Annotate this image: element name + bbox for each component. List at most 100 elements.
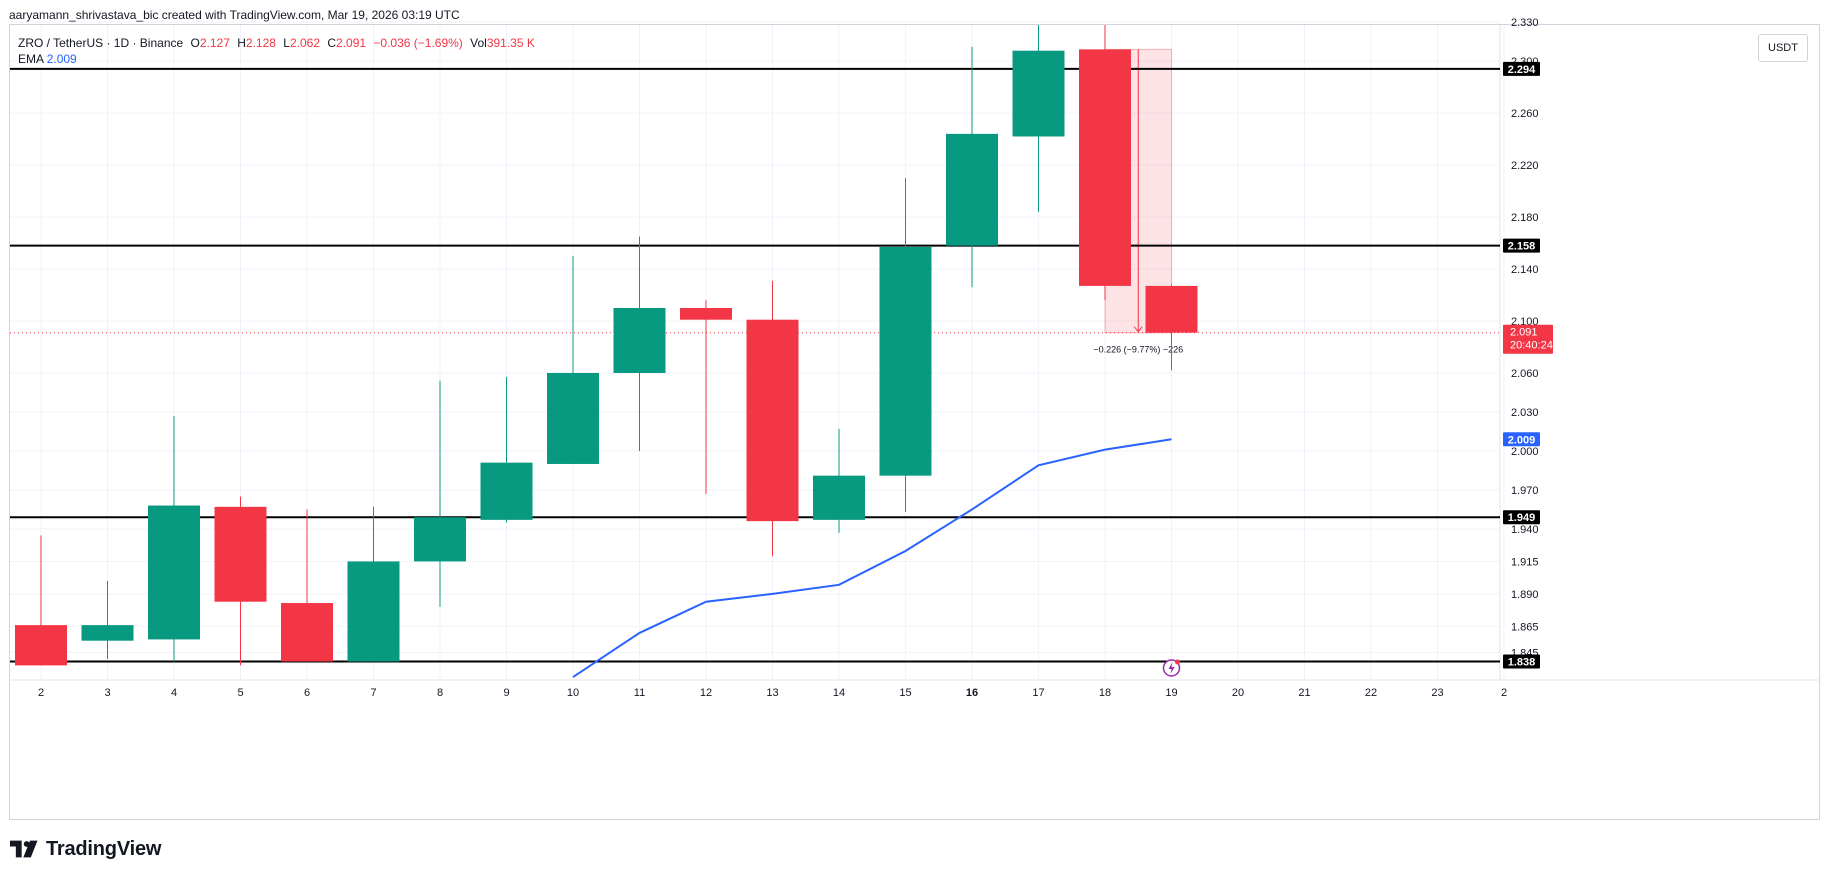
time-tick-label: 13 [766,687,778,699]
candle-body [613,308,666,373]
level-price-badge [1503,654,1540,669]
legend-high: H2.128 [237,36,276,50]
level-price-badge-text: 2.158 [1508,241,1536,253]
level-price-badge-text: 1.838 [1508,657,1536,669]
candle-body [281,603,333,662]
chart-frame [9,24,1820,820]
candle-body [15,625,67,666]
time-tick-label: 9 [503,687,509,699]
candle [1012,25,1065,212]
time-tick-label: 4 [171,687,177,699]
time-tick-label: 7 [370,687,376,699]
candle-body [81,625,134,641]
candle [813,428,865,533]
price-tick-label: 2.330 [1511,17,1539,29]
level-price-badge-text: 1.949 [1508,512,1536,524]
time-tick-label: 14 [833,687,845,699]
legend-ema-label: EMA [18,52,44,66]
time-tick-label: 6 [304,687,310,699]
time-tick-label: 22 [1365,687,1377,699]
candle [746,280,799,557]
price-tick-label: 1.890 [1511,589,1539,601]
candle [680,300,732,494]
candle-body [214,506,267,602]
legend-ohlc: ZRO / TetherUS · 1D · Binance O2.127 H2.… [18,36,539,50]
candle-body [414,517,466,562]
candle [1145,284,1198,371]
legend-symbol[interactable]: ZRO / TetherUS · 1D · Binance [18,36,184,50]
time-tick-label: 2 [1501,687,1507,699]
candle-body [1079,49,1131,286]
level-price-badge [1503,61,1540,76]
last-price-badge [1503,324,1553,354]
tradingview-logo: TradingView [10,836,161,862]
candle [414,380,466,607]
price-tick-label: 1.865 [1511,621,1539,633]
price-tick-label: 1.970 [1511,485,1539,497]
candle-body [347,561,400,662]
attribution-text: aaryamann_shrivastava_bic created with T… [9,8,460,22]
candle-body [879,246,932,476]
time-tick-label: 15 [899,687,911,699]
ema-line [572,438,1172,678]
candle-body [946,133,998,246]
measure-label: −0.226 (−9.77%) −226 [1093,345,1183,355]
candle [879,178,932,513]
candle-body [148,505,200,640]
candle [347,506,400,662]
candle-body [1145,285,1198,333]
ema-price-badge [1503,432,1540,447]
candle [946,46,998,288]
event-marker-icon[interactable] [1162,659,1181,677]
last-price-badge-text: 2.091 [1510,327,1538,339]
candle-body [547,372,599,464]
legend-ema-value: 2.009 [46,52,77,66]
price-tick-label: 1.940 [1511,524,1539,536]
time-tick-label: 5 [237,687,243,699]
event-marker-dot [1175,659,1180,665]
price-tick-label: 2.140 [1511,264,1539,276]
time-tick-label: 12 [700,687,712,699]
time-tick-label: 23 [1431,687,1443,699]
candle [214,496,267,666]
time-tick-label: 8 [437,687,443,699]
candle [1079,25,1131,301]
legend-close: C2.091 [327,36,367,50]
candle [281,509,333,662]
candle [480,376,533,523]
time-tick-label: 2 [38,687,44,699]
price-axis-badges: 2.3572.2942.1581.9491.8382.0092.09120:40… [1503,61,1553,669]
candles [15,25,1198,666]
time-axis-labels: 2 3 4 5 6 7 8 9 10 11 12 13 14 15 16 17 18 19 20 21 22 23 2 [38,687,1507,699]
price-tick-label: 2.260 [1511,108,1539,120]
candle [148,415,200,662]
price-tick-label: 2.180 [1511,212,1539,224]
ema-price-badge-text: 2.009 [1508,434,1536,446]
time-tick-label: 11 [634,687,645,699]
tradingview-logo-text: TradingView [46,837,162,860]
price-tick-label: 2.000 [1511,446,1539,458]
legend-ema[interactable]: EMA 2.009 [18,52,77,66]
time-tick-label: 19 [1165,687,1177,699]
level-price-badge [1503,510,1540,525]
candle [547,256,599,464]
candle [81,580,134,659]
candle-body [480,462,533,520]
candle [15,535,67,666]
level-price-badge [1503,238,1540,253]
price-tick-label: 1.915 [1511,556,1539,568]
price-tick-label: 2.220 [1511,160,1539,172]
measure-arrow-head [1133,326,1143,333]
candle-body [680,308,732,320]
time-tick-label: 10 [567,687,579,699]
legend-open: O2.127 [190,36,230,50]
price-tick-label: 2.030 [1511,407,1539,419]
candle-body [746,319,799,522]
candle [613,236,666,451]
legend-volume: Vol391.35 K [470,36,535,50]
countdown-badge-text: 20:40:24 [1510,340,1553,352]
time-tick-label: 17 [1032,687,1044,699]
lightning-icon [1168,662,1175,674]
currency-selector[interactable]: USDT [1758,34,1808,62]
